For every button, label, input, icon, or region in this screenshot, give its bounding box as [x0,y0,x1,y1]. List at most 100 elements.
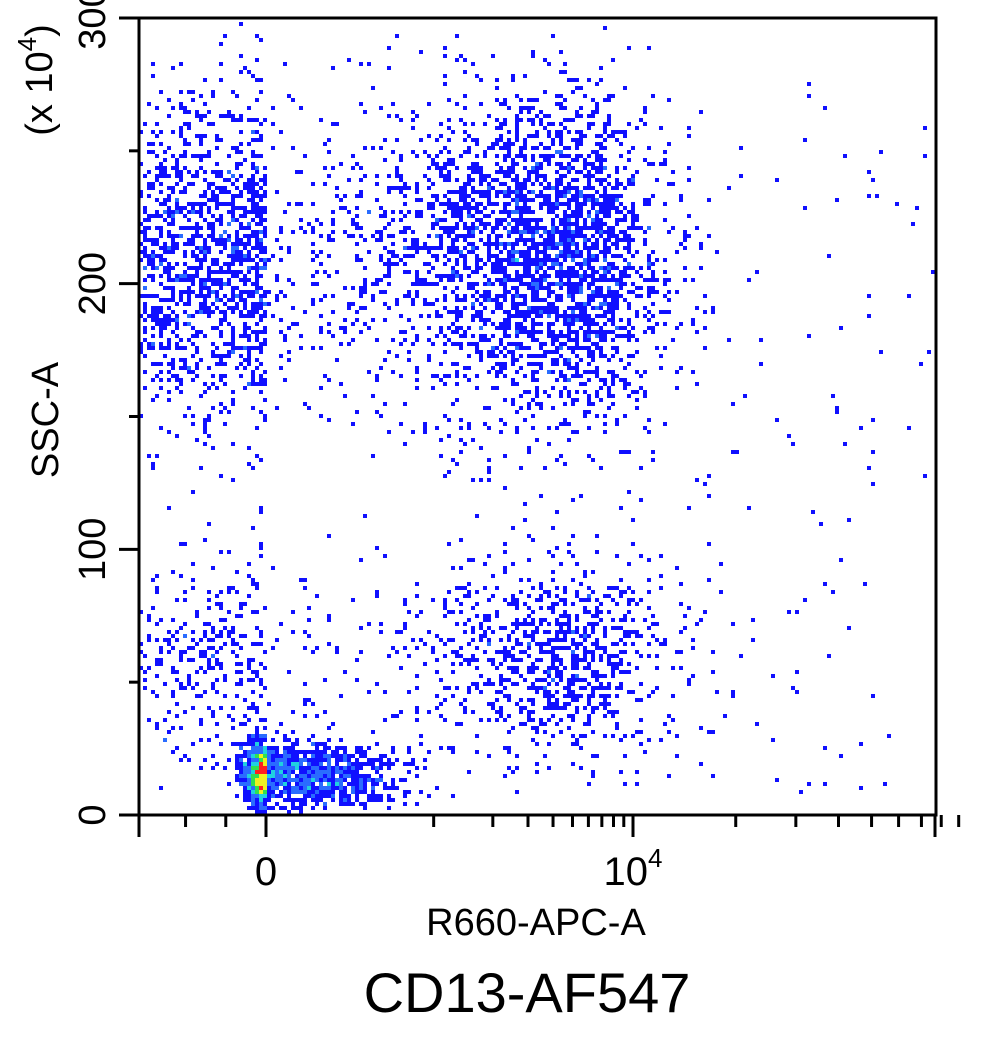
scatter-point [163,298,167,302]
scatter-point [599,158,603,162]
scatter-point [467,422,471,426]
scatter-point [247,186,251,190]
scatter-point [335,762,339,766]
scatter-point [443,226,447,230]
scatter-point [419,210,423,214]
scatter-point [571,642,575,646]
scatter-point [575,246,579,250]
scatter-point [507,166,511,170]
scatter-point [159,306,163,310]
scatter-point [155,638,159,642]
scatter-point [455,270,459,274]
scatter-point [523,138,527,142]
scatter-point [467,202,471,206]
scatter-point [231,718,235,722]
scatter-point [519,394,523,398]
scatter-point [587,126,591,130]
scatter-point [603,630,607,634]
scatter-point [603,166,607,170]
scatter-point [283,782,287,786]
scatter-point [431,182,435,186]
scatter-point [511,170,515,174]
scatter-point [471,438,475,442]
scatter-point [179,726,183,730]
scatter-point [575,362,579,366]
scatter-point [567,630,571,634]
scatter-point [179,758,183,762]
scatter-point [303,586,307,590]
scatter-point [343,802,347,806]
scatter-point [179,190,183,194]
scatter-point [563,706,567,710]
scatter-point [235,778,239,782]
scatter-point [511,602,515,606]
scatter-point [491,262,495,266]
scatter-point [195,174,199,178]
scatter-point [399,190,403,194]
scatter-point [271,786,275,790]
scatter-point [463,266,467,270]
scatter-point [219,174,223,178]
scatter-point [147,262,151,266]
scatter-point [183,346,187,350]
scatter-point [251,734,255,738]
scatter-point [655,666,659,670]
scatter-point [255,726,259,730]
scatter-point [551,714,555,718]
scatter-point [455,722,459,726]
scatter-point [247,806,251,810]
scatter-point [587,650,591,654]
scatter-point [619,770,623,774]
scatter-point [595,290,599,294]
scatter-point [555,622,559,626]
scatter-point [259,250,263,254]
scatter-point [243,634,247,638]
scatter-point [523,206,527,210]
scatter-point [307,766,311,770]
scatter-point [611,394,615,398]
scatter-point [535,282,539,286]
scatter-point [335,270,339,274]
scatter-point [203,242,207,246]
scatter-point [343,394,347,398]
scatter-point [391,714,395,718]
scatter-point [487,234,491,238]
scatter-point [251,258,255,262]
scatter-point [603,322,607,326]
scatter-point [567,330,571,334]
scatter-point [207,250,211,254]
scatter-point [175,246,179,250]
scatter-point [595,294,599,298]
scatter-point [663,722,667,726]
scatter-point [235,94,239,98]
scatter-point [615,182,619,186]
scatter-point [659,642,663,646]
scatter-point [263,766,267,770]
scatter-point [243,302,247,306]
scatter-point [539,314,543,318]
scatter-point [371,758,375,762]
scatter-point [287,246,291,250]
scatter-point [595,170,599,174]
scatter-point [647,326,651,330]
scatter-point [459,194,463,198]
scatter-point [191,334,195,338]
scatter-point [447,170,451,174]
scatter-point [287,794,291,798]
scatter-point [543,690,547,694]
scatter-point [587,254,591,258]
scatter-point [491,322,495,326]
scatter-point [519,218,523,222]
scatter-point [603,126,607,130]
scatter-point [231,206,235,210]
scatter-point [519,230,523,234]
scatter-point [311,786,315,790]
scatter-point [379,206,383,210]
scatter-point [511,382,515,386]
scatter-point [559,622,563,626]
scatter-point [811,510,815,514]
scatter-point [643,122,647,126]
scatter-point [207,222,211,226]
scatter-point [527,646,531,650]
scatter-point [243,274,247,278]
